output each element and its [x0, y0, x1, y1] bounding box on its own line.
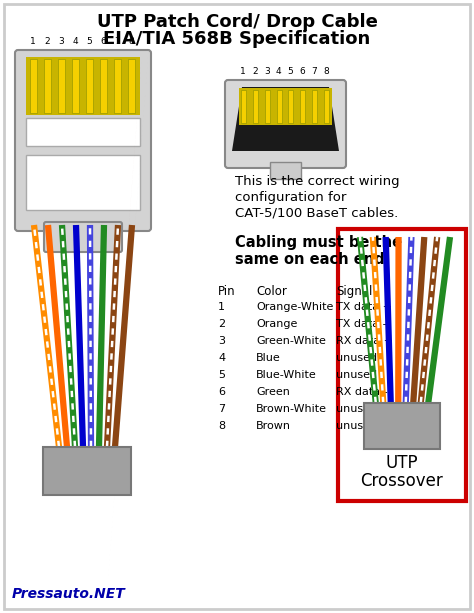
Text: UTP Patch Cord/ Drop Cable: UTP Patch Cord/ Drop Cable	[97, 13, 377, 31]
Bar	[312, 90, 317, 123]
Text: unused: unused	[336, 353, 377, 363]
Text: 3: 3	[58, 37, 64, 46]
Bar	[86, 59, 93, 113]
Bar	[239, 88, 332, 125]
Bar	[364, 403, 440, 449]
Text: 1: 1	[30, 37, 36, 46]
Text: unused: unused	[336, 370, 377, 380]
Text: CAT-5/100 BaseT cables.: CAT-5/100 BaseT cables.	[235, 207, 398, 220]
Bar	[128, 59, 135, 113]
Bar	[241, 90, 246, 123]
Text: configuration for: configuration for	[235, 191, 346, 204]
Text: TX data +: TX data +	[336, 302, 392, 312]
Polygon shape	[232, 87, 339, 151]
Text: 3: 3	[264, 67, 270, 76]
Text: 2: 2	[218, 319, 225, 329]
FancyBboxPatch shape	[15, 50, 151, 231]
Text: Pressauto.NET: Pressauto.NET	[12, 587, 126, 601]
Text: 4: 4	[218, 353, 225, 363]
Text: TX data -: TX data -	[336, 319, 387, 329]
Text: Orange-White: Orange-White	[256, 302, 333, 312]
Text: Green: Green	[256, 387, 290, 397]
FancyBboxPatch shape	[44, 222, 122, 252]
Text: Cabling must be the: Cabling must be the	[235, 235, 402, 250]
Text: Pin: Pin	[218, 285, 236, 298]
Text: 1: 1	[240, 67, 246, 76]
Bar	[43, 447, 131, 495]
Text: 7: 7	[311, 67, 317, 76]
Text: Brown: Brown	[256, 421, 291, 431]
Text: 8: 8	[128, 37, 134, 46]
Text: 6: 6	[218, 387, 225, 397]
Text: Orange: Orange	[256, 319, 297, 329]
Text: 4: 4	[276, 67, 282, 76]
Text: 8: 8	[218, 421, 225, 431]
Text: 4: 4	[72, 37, 78, 46]
Text: 5: 5	[218, 370, 225, 380]
Bar	[72, 59, 79, 113]
Text: 2: 2	[44, 37, 50, 46]
Text: EIA/TIA 568B Specification: EIA/TIA 568B Specification	[103, 30, 371, 48]
Text: 6: 6	[100, 37, 106, 46]
Text: RX data +: RX data +	[336, 336, 393, 346]
Bar	[26, 57, 140, 115]
Bar	[114, 59, 121, 113]
Text: same on each end.: same on each end.	[235, 252, 391, 267]
Text: 5: 5	[86, 37, 92, 46]
Text: 1: 1	[218, 302, 225, 312]
Text: Crossover: Crossover	[361, 472, 443, 490]
Text: unused: unused	[336, 404, 377, 414]
Bar	[301, 90, 305, 123]
Text: RX data -: RX data -	[336, 387, 388, 397]
Text: 2: 2	[252, 67, 258, 76]
Text: Blue: Blue	[256, 353, 281, 363]
Text: Color: Color	[256, 285, 287, 298]
Bar	[100, 59, 107, 113]
Text: 6: 6	[300, 67, 305, 76]
FancyBboxPatch shape	[225, 80, 346, 168]
Bar	[253, 90, 258, 123]
Text: 3: 3	[218, 336, 225, 346]
Text: Green-White: Green-White	[256, 336, 326, 346]
Bar	[276, 90, 282, 123]
Text: unused: unused	[336, 421, 377, 431]
Bar	[264, 90, 270, 123]
Text: UTP: UTP	[386, 454, 419, 472]
Bar	[288, 90, 293, 123]
Text: 7: 7	[218, 404, 225, 414]
Text: This is the correct wiring: This is the correct wiring	[235, 175, 400, 188]
Text: Signal: Signal	[336, 285, 373, 298]
Bar	[30, 59, 37, 113]
Text: 5: 5	[288, 67, 293, 76]
Bar	[44, 59, 51, 113]
Bar	[338, 229, 466, 501]
Bar	[58, 59, 65, 113]
Bar	[26, 155, 140, 210]
Text: 8: 8	[323, 67, 329, 76]
Bar	[26, 118, 140, 146]
Bar	[324, 90, 329, 123]
Text: Brown-White: Brown-White	[256, 404, 327, 414]
Text: Blue-White: Blue-White	[256, 370, 317, 380]
Text: 7: 7	[114, 37, 120, 46]
Bar	[270, 162, 301, 179]
